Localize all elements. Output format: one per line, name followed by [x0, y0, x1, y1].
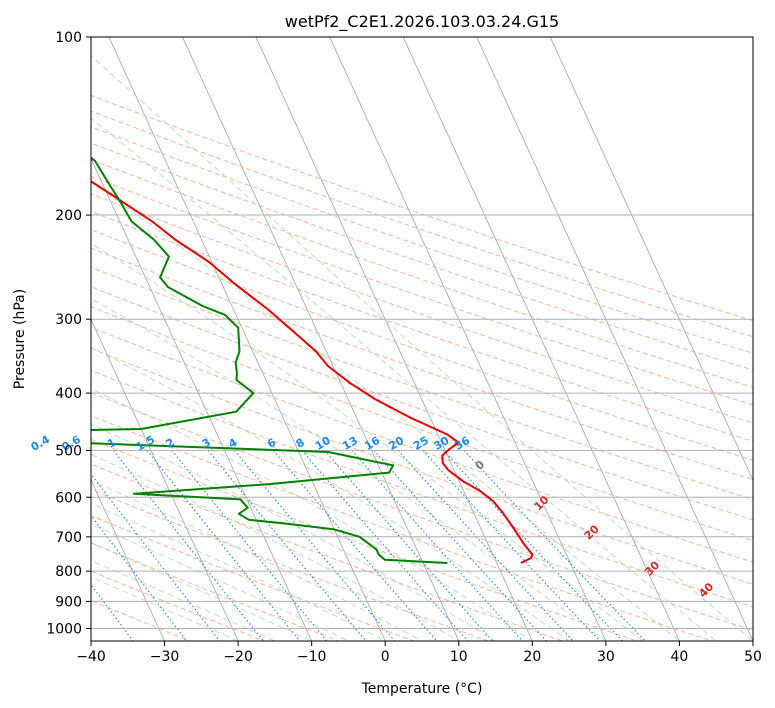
moist-adiabat-line [91, 502, 387, 641]
dry-adiabat-line [91, 369, 753, 608]
moist-adiabat-line [91, 117, 718, 641]
moist-adiabat-line [91, 346, 571, 641]
x-axis-label: Temperature (°C) [361, 681, 483, 697]
isotherm-line [329, 37, 607, 641]
x-tick-label: −40 [76, 649, 106, 665]
moist-adiabat-line [91, 560, 277, 641]
moist-adiabat-line [91, 479, 424, 641]
dry-adiabat-line [91, 347, 753, 585]
dry-adiabat-line [91, 515, 415, 641]
x-axis-ticks: −40 −30 −20 −10 0 10 20 30 40 50 [76, 641, 762, 665]
isotherm-line [549, 37, 753, 482]
isotherm-line [476, 37, 753, 641]
moist-adiabat-line [91, 242, 644, 641]
line-labels: 0.10.20.40.611.52346810131620253036-100-… [0, 433, 717, 601]
moist-adiabat-line [91, 181, 681, 641]
y-tick-label: 800 [55, 564, 82, 580]
y-tick-label: 400 [55, 386, 82, 402]
x-tick-label: −30 [150, 649, 180, 665]
dry-adiabat-line [91, 193, 753, 424]
y-tick-label: 200 [55, 208, 82, 224]
isotherm-line [91, 157, 313, 641]
isotherm-line [255, 37, 533, 641]
y-tick-label: 500 [55, 443, 82, 459]
y-axis-ticks: 100 200 300 400 500 600 700 800 900 1000 [46, 30, 91, 637]
dry-adiabat-line [91, 176, 753, 406]
x-tick-label: 30 [597, 649, 615, 665]
dry-adiabat-line [91, 438, 639, 641]
dry-adiabat-line [91, 286, 753, 521]
moist-adiabat-line [91, 55, 753, 641]
y-tick-label: 100 [55, 30, 82, 46]
y-axis-label: Pressure (hPa) [12, 289, 28, 389]
x-tick-label: 20 [523, 649, 541, 665]
dewpoint-profile-line [91, 156, 448, 564]
y-tick-label: 300 [55, 312, 82, 328]
dry-adiabat-line [91, 211, 753, 442]
moist-adiabat-line [91, 423, 497, 641]
x-tick-label: 0 [381, 649, 390, 665]
isotherm-line [91, 479, 166, 641]
dry-adiabat-line [91, 306, 753, 542]
dry-adiabat-line [91, 266, 753, 501]
plot-frame [90, 36, 754, 642]
x-tick-label: 10 [450, 649, 468, 665]
y-tick-label: 600 [55, 490, 82, 506]
y-tick-label: 1000 [46, 621, 82, 637]
mixing-ratio-label: 0.2 [0, 433, 2, 454]
x-tick-label: −10 [297, 649, 327, 665]
dry-adiabat-line [91, 126, 753, 354]
isotherm-line [108, 37, 386, 641]
x-tick-label: −20 [223, 649, 253, 665]
x-tick-label: 40 [671, 649, 689, 665]
x-tick-label: 50 [744, 649, 762, 665]
chart-title: wetPf2_C2E1.2026.103.03.24.G15 [285, 12, 559, 32]
temperature-profile-line [91, 180, 534, 564]
sounding-series [91, 156, 534, 564]
y-tick-label: 900 [55, 594, 82, 610]
dry-adiabat-line [91, 415, 714, 641]
dry-adiabat-line [91, 110, 753, 338]
isotherm-line [182, 37, 460, 641]
moist-adiabat-line [91, 298, 607, 641]
isotherm-line [91, 318, 239, 641]
y-tick-label: 700 [55, 530, 82, 546]
moist-adiabat-line [91, 542, 313, 641]
moist-adiabat-line [91, 453, 460, 641]
